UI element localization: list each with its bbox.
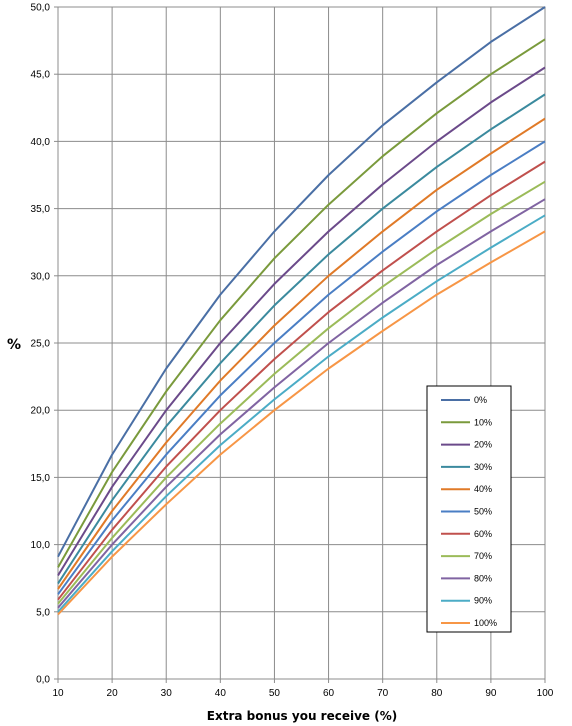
legend-entry: 100% <box>474 618 497 628</box>
plot-area-border <box>57 6 546 680</box>
series-line-30pct <box>57 93 546 585</box>
series-line-50pct <box>57 140 546 595</box>
series-line-100pct <box>57 230 546 616</box>
legend-entry: 10% <box>474 417 492 427</box>
legend-entry: 40% <box>474 484 492 494</box>
x-tick-label: 70 <box>377 688 389 699</box>
legend-entry: 30% <box>474 462 492 472</box>
legend: 0% 10% 20% 30% 40% 50% 60% 70% 80% 90% 100% <box>426 385 512 633</box>
legend-entry: 50% <box>474 507 492 517</box>
legend-entry: 80% <box>474 573 492 583</box>
x-tick-label: 40 <box>215 688 227 699</box>
series-line-20pct <box>57 66 546 577</box>
y-tick-label: 50,0 <box>31 3 51 14</box>
x-tick-label: 100 <box>537 688 554 699</box>
y-tick-label: 15,0 <box>31 473 51 484</box>
y-tick-label: 10,0 <box>31 540 51 551</box>
legend-entry: 70% <box>474 551 492 561</box>
y-tick-label: 25,0 <box>31 339 51 350</box>
y-tick-label: 40,0 <box>31 137 51 148</box>
x-tick-label: 10 <box>52 688 64 699</box>
y-tick-label: 20,0 <box>31 406 51 417</box>
axes <box>54 6 546 683</box>
legend-entry: 90% <box>474 596 492 606</box>
series-line-90pct <box>57 214 546 613</box>
series-line-0pct <box>57 6 546 558</box>
y-axis-label: % <box>7 337 21 353</box>
series-line-70pct <box>57 180 546 605</box>
x-axis-label: Extra bonus you receive (%) <box>207 709 397 723</box>
series-line-60pct <box>57 160 546 601</box>
x-tick-label: 50 <box>269 688 281 699</box>
x-tick-label: 20 <box>107 688 119 699</box>
legend-entry: 0% <box>474 395 487 405</box>
y-tick-labels: 0,0 5,0 10,0 15,0 20,0 25,0 30,0 35,0 40,0 45,0 50… <box>31 3 51 686</box>
legend-entry: 60% <box>474 529 492 539</box>
y-tick-label: 35,0 <box>31 204 51 215</box>
x-tick-label: 60 <box>323 688 335 699</box>
series-line-80pct <box>57 198 546 609</box>
x-tick-labels: 10 20 30 40 50 60 70 80 90 100 <box>52 688 553 699</box>
y-tick-label: 30,0 <box>31 271 51 282</box>
y-tick-label: 5,0 <box>36 607 50 618</box>
x-tick-label: 30 <box>161 688 173 699</box>
series-lines <box>57 6 546 616</box>
y-tick-label: 45,0 <box>31 70 51 81</box>
x-tick-label: 80 <box>431 688 443 699</box>
series-line-10pct <box>57 38 546 568</box>
legend-box <box>426 385 512 633</box>
legend-entry: 20% <box>474 440 492 450</box>
series-line-40pct <box>57 117 546 590</box>
x-tick-label: 90 <box>485 688 497 699</box>
y-tick-label: 0,0 <box>36 675 50 686</box>
